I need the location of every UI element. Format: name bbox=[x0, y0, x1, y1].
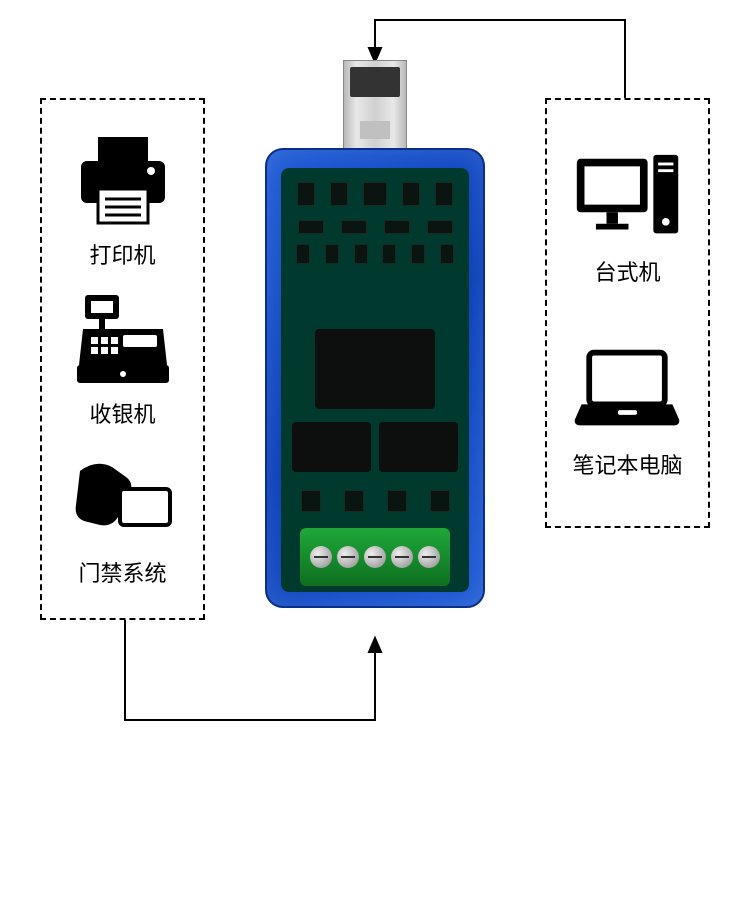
main-chip bbox=[315, 329, 435, 409]
terminal-screw bbox=[337, 546, 359, 568]
usb-a-plug bbox=[343, 60, 407, 150]
laptop-label: 笔记本电脑 bbox=[572, 448, 682, 480]
chip-right bbox=[379, 422, 458, 472]
printer-item: 打印机 bbox=[68, 130, 178, 270]
access-control-icon bbox=[68, 448, 178, 548]
desktop-icon bbox=[573, 147, 683, 247]
cash-register-label: 收银机 bbox=[89, 397, 155, 429]
access-control-item: 门禁系统 bbox=[68, 448, 178, 588]
usb-serial-adapter bbox=[265, 60, 485, 630]
cash-register-icon bbox=[68, 289, 178, 389]
cash-register-item: 收银机 bbox=[68, 289, 178, 429]
desktop-label: 台式机 bbox=[594, 255, 660, 287]
adapter-pcb bbox=[281, 168, 469, 592]
access-control-label: 门禁系统 bbox=[78, 556, 166, 588]
laptop-icon bbox=[572, 340, 682, 440]
left-device-group: 打印机 收银机 bbox=[40, 98, 205, 620]
chip-left bbox=[292, 422, 371, 472]
terminal-screw bbox=[391, 546, 413, 568]
terminal-screw bbox=[310, 546, 332, 568]
terminal-screw bbox=[364, 546, 386, 568]
adapter-case bbox=[265, 148, 485, 608]
printer-label: 打印机 bbox=[89, 238, 155, 270]
screw-terminal bbox=[300, 528, 450, 586]
laptop-item: 笔记本电脑 bbox=[572, 340, 682, 480]
right-device-group: 台式机 笔记本电脑 bbox=[545, 98, 710, 528]
printer-icon bbox=[68, 130, 178, 230]
terminal-screw bbox=[418, 546, 440, 568]
desktop-item: 台式机 bbox=[573, 147, 683, 287]
